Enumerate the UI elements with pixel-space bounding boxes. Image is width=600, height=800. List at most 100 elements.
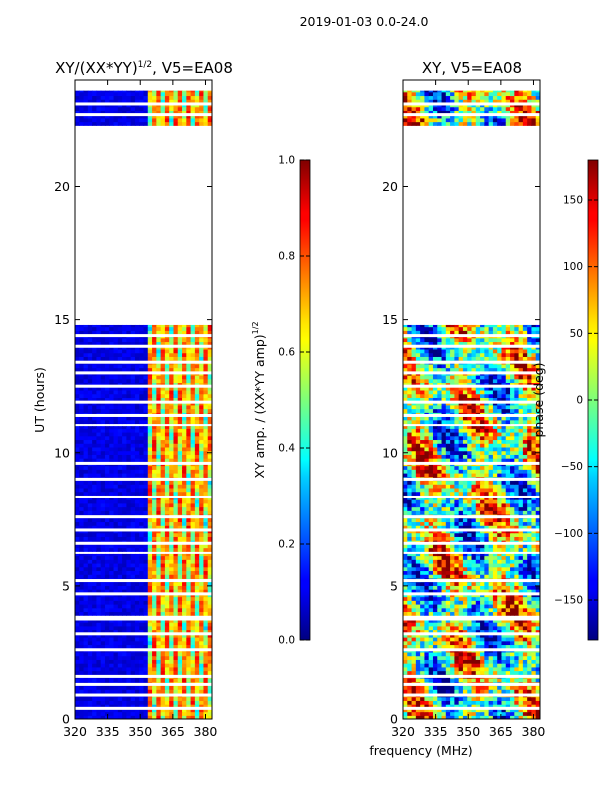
- heatmap-cell: [186, 426, 192, 429]
- heatmap-cell: [454, 640, 460, 646]
- heatmap-cell: [75, 525, 80, 530]
- heatmap-cell: [92, 491, 98, 496]
- heatmap-cell: [518, 704, 524, 709]
- heatmap-cell: [156, 91, 162, 97]
- heatmap-cell: [492, 711, 498, 716]
- heatmap-cell: [152, 389, 157, 395]
- heatmap-cell: [75, 439, 80, 444]
- heatmap-cell: [169, 574, 175, 579]
- heatmap-cell: [160, 711, 166, 716]
- heatmap-cell: [164, 581, 170, 586]
- heatmap-cell: [173, 356, 179, 361]
- heatmap-cell: [147, 450, 153, 455]
- heatmap-cell: [160, 547, 166, 552]
- heatmap-cell: [462, 715, 468, 719]
- heatmap-cell: [160, 428, 166, 433]
- heatmap-cell: [484, 633, 490, 638]
- heatmap-cell: [169, 408, 175, 413]
- heatmap-cell: [83, 600, 89, 605]
- heatmap-cell: [177, 443, 183, 448]
- heatmap-cell: [75, 386, 80, 391]
- heatmap-cell: [87, 397, 93, 402]
- heatmap-cell: [75, 404, 80, 410]
- heatmap-cell: [92, 502, 98, 508]
- heatmap-cell: [96, 106, 102, 111]
- heatmap-cell: [177, 465, 183, 470]
- heatmap-cell: [117, 117, 123, 123]
- heatmap-cell: [134, 90, 140, 93]
- heatmap-cell: [458, 696, 464, 701]
- heatmap-cell: [527, 711, 533, 716]
- heatmap-cell: [134, 640, 140, 646]
- heatmap-cell: [164, 363, 170, 369]
- heatmap-cell: [522, 715, 528, 719]
- heatmap-cell: [207, 704, 212, 709]
- heatmap-cell: [75, 640, 80, 646]
- heatmap-cell: [407, 659, 413, 664]
- heatmap-cell: [113, 469, 119, 474]
- heatmap-cell: [527, 640, 533, 646]
- heatmap-cell: [164, 640, 170, 646]
- heatmap-cell: [130, 521, 136, 526]
- heatmap-cell: [186, 696, 192, 701]
- heatmap-cell: [164, 375, 170, 380]
- heatmap-cell: [96, 629, 102, 634]
- heatmap-cell: [134, 547, 140, 552]
- heatmap-cell: [169, 536, 175, 541]
- heatmap-cell: [186, 543, 192, 549]
- heatmap-cell: [207, 121, 212, 126]
- heatmap-cell: [130, 636, 136, 642]
- heatmap-cell: [126, 633, 132, 638]
- heatmap-cell: [177, 419, 183, 425]
- heatmap-cell: [467, 633, 473, 638]
- heatmap-cell: [79, 640, 85, 646]
- heatmap-cell: [92, 585, 98, 590]
- heatmap-cell: [134, 566, 140, 572]
- heatmap-cell: [147, 472, 153, 478]
- heatmap-cell: [147, 611, 153, 616]
- heatmap-cell: [143, 633, 149, 638]
- heatmap-cell: [411, 651, 417, 657]
- heatmap-cell: [100, 91, 106, 97]
- heatmap-cell: [407, 574, 413, 579]
- heatmap-cell: [527, 685, 533, 690]
- heatmap-cell: [126, 506, 132, 511]
- heatmap-cell: [75, 696, 80, 701]
- heatmap-cell: [173, 506, 179, 511]
- heatmap-cell: [445, 715, 451, 719]
- heatmap-cell: [87, 498, 93, 500]
- heatmap-cell: [484, 622, 490, 627]
- heatmap-cell: [122, 348, 127, 354]
- heatmap-cell: [160, 375, 166, 380]
- heatmap-cell: [186, 491, 192, 496]
- heatmap-cell: [164, 367, 170, 372]
- heatmap-cell: [160, 700, 166, 705]
- heatmap-cell: [160, 566, 166, 572]
- heatmap-cell: [173, 324, 179, 328]
- heatmap-cell: [87, 651, 93, 657]
- heatmap-cell: [117, 502, 123, 508]
- heatmap-cell: [415, 611, 421, 616]
- heatmap-cell: [109, 589, 115, 594]
- heatmap-cell: [190, 326, 196, 331]
- heatmap-cell: [164, 700, 170, 705]
- heatmap-cell: [122, 589, 127, 594]
- heatmap-cell: [441, 600, 447, 605]
- heatmap-cell: [113, 659, 119, 664]
- heatmap-cell: [109, 487, 115, 493]
- heatmap-cell: [100, 121, 106, 126]
- heatmap-cell: [147, 655, 153, 660]
- heatmap-cell: [488, 655, 494, 660]
- heatmap-cell: [160, 330, 166, 335]
- heatmap-cell: [492, 625, 498, 631]
- heatmap-cell: [173, 553, 179, 557]
- heatmap-cell: [92, 386, 98, 391]
- heatmap-cell: [458, 678, 464, 683]
- heatmap-cell: [203, 367, 209, 372]
- heatmap-cell: [113, 696, 119, 701]
- heatmap-cell: [134, 408, 140, 413]
- heatmap-cell: [415, 596, 421, 601]
- heatmap-cell: [126, 585, 132, 590]
- heatmap-cell: [147, 428, 153, 433]
- heatmap-cell: [207, 640, 212, 646]
